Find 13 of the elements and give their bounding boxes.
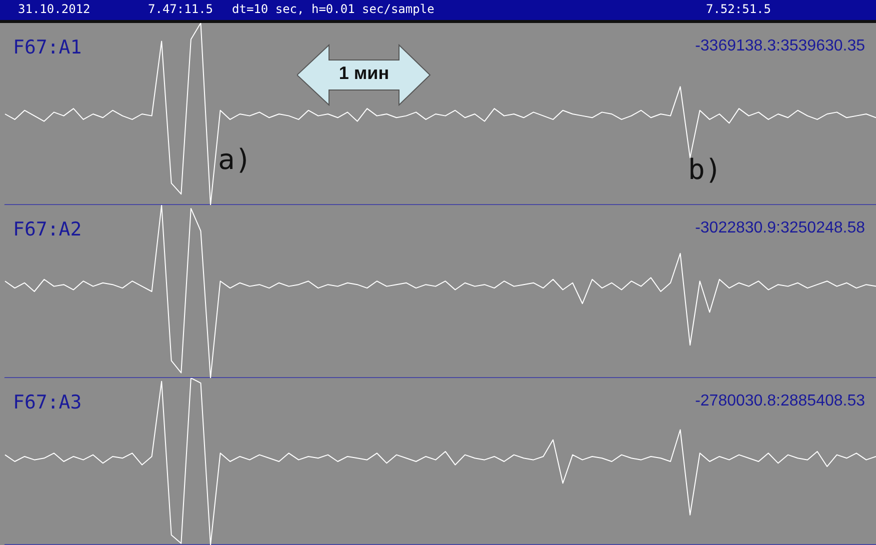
text: -2780030.8:2885408.53: [695, 392, 866, 410]
text: F67:A1: [13, 36, 82, 58]
text: 31.10.2012: [18, 2, 90, 16]
text: F67:A3: [13, 392, 82, 414]
text: -3369138.3:3539630.35: [695, 38, 866, 54]
text: 7.47:11.5: [148, 2, 214, 16]
text: -3022830.9:3250248.58: [695, 220, 866, 236]
annotation: 1 мин: [338, 63, 390, 84]
text: dt=10 sec, h=0.01 sec/sample: [232, 2, 434, 16]
annotation: a): [218, 143, 252, 176]
annotation: b): [688, 153, 722, 186]
text: 7.52:51.5: [706, 2, 771, 16]
text: F67:A2: [13, 218, 82, 240]
